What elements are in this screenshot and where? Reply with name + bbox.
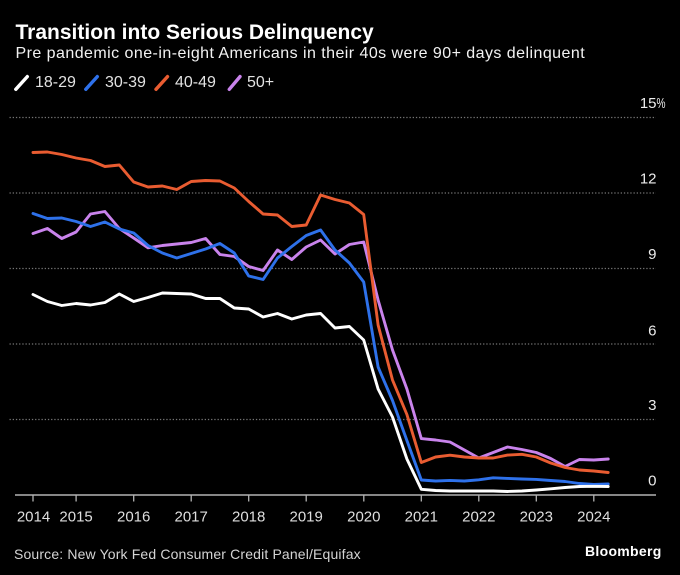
svg-text:2023: 2023 (520, 509, 553, 526)
svg-text:12: 12 (640, 170, 657, 187)
svg-text:2015: 2015 (59, 509, 92, 526)
svg-text:2019: 2019 (290, 509, 323, 526)
svg-text:6: 6 (648, 322, 656, 339)
svg-text:2024: 2024 (577, 509, 610, 526)
svg-text:3: 3 (648, 397, 656, 414)
svg-text:15: 15 (640, 95, 657, 112)
svg-text:9: 9 (648, 246, 656, 263)
svg-text:2021: 2021 (405, 509, 438, 526)
svg-text:2020: 2020 (347, 509, 380, 526)
svg-text:2014: 2014 (17, 509, 50, 526)
svg-text:2022: 2022 (462, 509, 495, 526)
svg-text:2017: 2017 (175, 509, 208, 526)
svg-text:%: % (657, 95, 666, 112)
svg-text:2016: 2016 (117, 509, 150, 526)
svg-text:2018: 2018 (232, 509, 265, 526)
svg-text:0: 0 (648, 472, 656, 489)
